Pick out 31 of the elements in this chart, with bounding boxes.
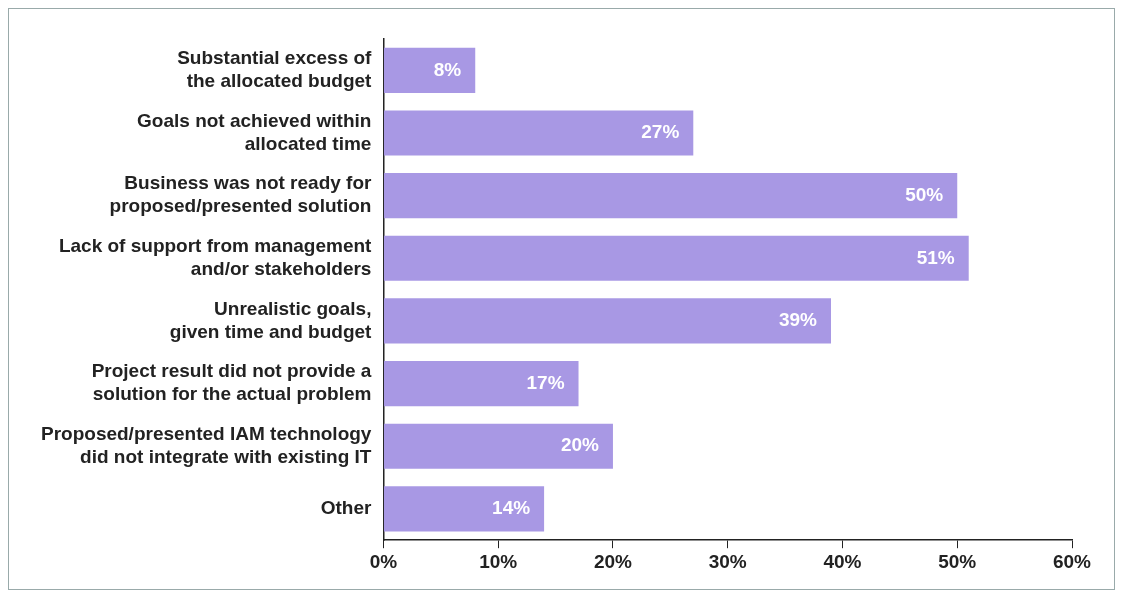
x-tick-label: 40%	[823, 550, 862, 572]
y-tick-label: Project result did not provide a solution for the actual problem	[91, 360, 372, 405]
y-tick-label: Goals not achieved within allocated time	[137, 109, 372, 154]
y-tick-label: Proposed/presented IAM technology did not integrate with existing IT	[40, 423, 372, 467]
bar	[383, 423, 613, 469]
bar	[383, 173, 958, 219]
data-label: 17%	[526, 371, 565, 393]
data-label: 39%	[778, 309, 818, 331]
bar	[383, 361, 579, 407]
y-tick-label: Lack of support from management and/or stakeholders	[58, 235, 373, 279]
data-label: 51%	[916, 246, 955, 268]
data-label: 20%	[560, 434, 600, 456]
y-tick-label: Unrealistic goals, given time and budget	[169, 297, 373, 342]
bar	[383, 47, 476, 93]
x-tick-label: 50%	[938, 550, 977, 572]
data-label: 14%	[492, 497, 531, 519]
x-tick-label: 30%	[708, 550, 747, 572]
x-tick-label: 0%	[369, 550, 398, 572]
bar	[383, 235, 969, 281]
bar	[383, 486, 545, 532]
bar	[383, 110, 694, 156]
y-tick-label: Substantial excess of the allocated budget	[177, 47, 373, 91]
data-label: 27%	[641, 121, 680, 143]
y-tick-label: Business was not ready for proposed/presented solution	[109, 172, 373, 217]
x-tick-label: 10%	[479, 550, 518, 572]
y-tick-label: Other	[320, 497, 373, 519]
bar	[383, 298, 831, 344]
data-label: 8%	[433, 58, 462, 80]
x-tick-label: 20%	[593, 550, 633, 572]
x-tick-label: 60%	[1052, 550, 1092, 572]
data-label: 50%	[905, 183, 944, 205]
